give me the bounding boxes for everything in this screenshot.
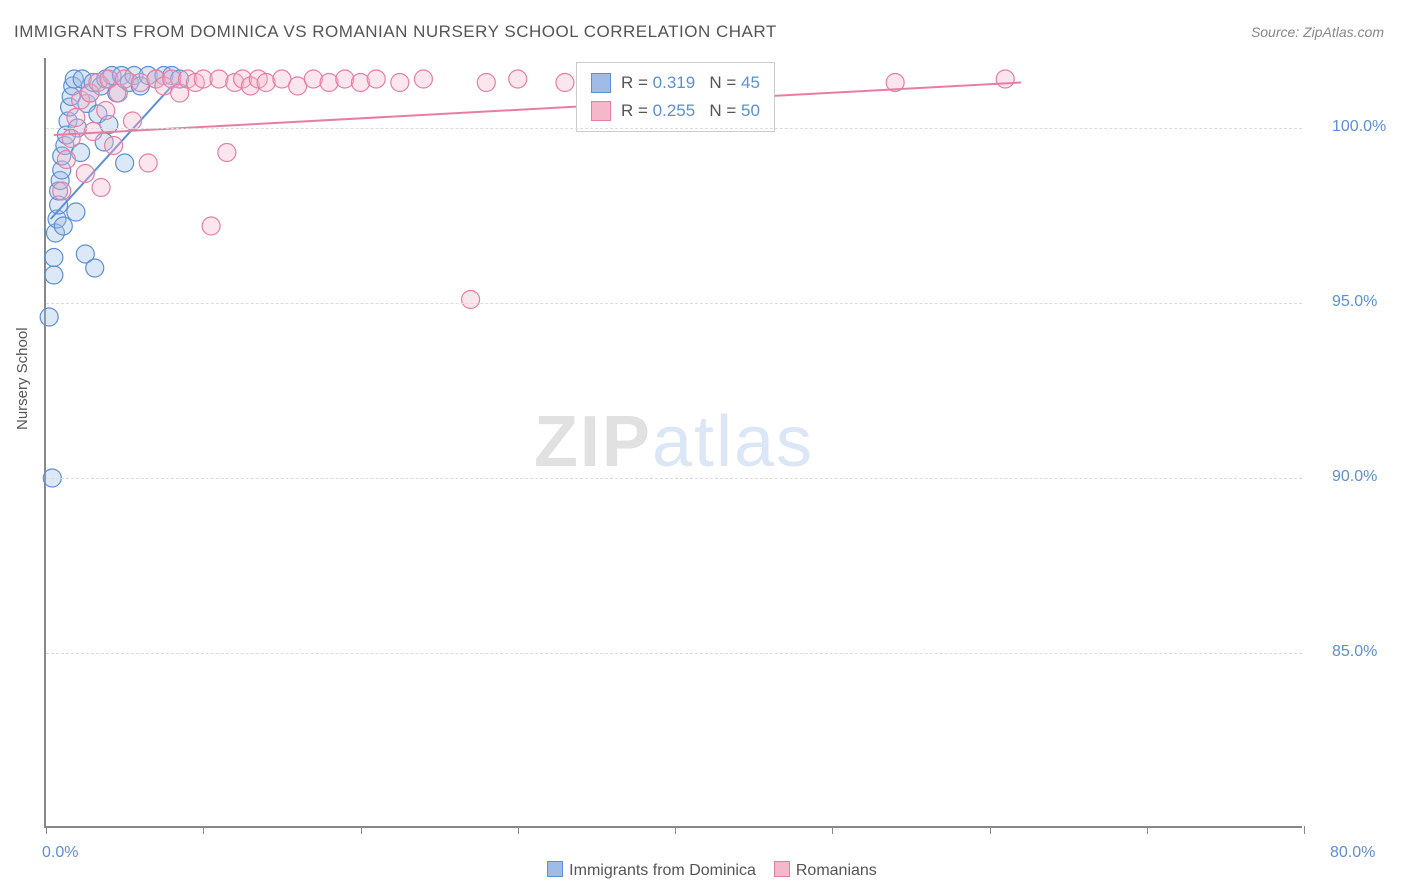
r-label: R =: [621, 69, 653, 97]
x-axis-label-max: 80.0%: [1330, 844, 1375, 862]
x-tick: [832, 826, 833, 834]
n-value: 45: [741, 69, 760, 97]
grid-line: [46, 303, 1302, 304]
n-label: N =: [695, 69, 741, 97]
scatter-point: [116, 70, 134, 88]
scatter-point: [304, 70, 322, 88]
legend-swatch: [591, 73, 611, 93]
scatter-point: [54, 217, 72, 235]
scatter-point: [105, 137, 123, 155]
y-tick-label: 90.0%: [1332, 468, 1377, 486]
stats-legend: R = 0.319 N = 45R = 0.255 N = 50: [576, 62, 775, 132]
scatter-point: [210, 70, 228, 88]
scatter-point: [509, 70, 527, 88]
scatter-point: [76, 165, 94, 183]
scatter-point: [352, 74, 370, 92]
scatter-point: [67, 203, 85, 221]
scatter-point: [53, 182, 71, 200]
series-legend: Immigrants from Dominica Romanians: [0, 861, 1406, 880]
source-attribution: Source: ZipAtlas.com: [1251, 24, 1384, 40]
scatter-point: [57, 151, 75, 169]
grid-line: [46, 128, 1302, 129]
scatter-point: [131, 74, 149, 92]
y-axis-title: Nursery School: [14, 327, 31, 430]
scatter-point: [45, 249, 63, 267]
grid-line: [46, 653, 1302, 654]
r-value: 0.255: [653, 97, 696, 125]
scatter-point: [40, 308, 58, 326]
scatter-point: [556, 74, 574, 92]
chart-title: IMMIGRANTS FROM DOMINICA VS ROMANIAN NUR…: [14, 22, 777, 42]
x-tick: [203, 826, 204, 834]
scatter-point: [462, 291, 480, 309]
scatter-point: [477, 74, 495, 92]
scatter-point: [414, 70, 432, 88]
scatter-point: [92, 179, 110, 197]
y-tick-label: 85.0%: [1332, 643, 1377, 661]
x-tick: [361, 826, 362, 834]
n-value: 50: [741, 97, 760, 125]
scatter-point: [86, 259, 104, 277]
x-tick: [990, 826, 991, 834]
legend-label: Romanians: [796, 862, 877, 879]
legend-swatch: [547, 861, 563, 877]
x-axis-label-min: 0.0%: [42, 844, 78, 862]
scatter-point: [116, 154, 134, 172]
scatter-point: [336, 70, 354, 88]
x-tick: [675, 826, 676, 834]
scatter-point: [202, 217, 220, 235]
scatter-point: [139, 154, 157, 172]
r-label: R =: [621, 97, 653, 125]
n-label: N =: [695, 97, 741, 125]
grid-line: [46, 478, 1302, 479]
scatter-point: [62, 130, 80, 148]
scatter-point: [67, 109, 85, 127]
x-tick: [518, 826, 519, 834]
x-tick: [1147, 826, 1148, 834]
scatter-point: [257, 74, 275, 92]
y-tick-label: 100.0%: [1332, 118, 1386, 136]
r-value: 0.319: [653, 69, 696, 97]
scatter-point: [367, 70, 385, 88]
plot-area: ZIPatlas R = 0.319 N = 45R = 0.255 N = 5…: [44, 58, 1302, 828]
x-tick: [1304, 826, 1305, 834]
scatter-point: [97, 102, 115, 120]
legend-swatch: [774, 861, 790, 877]
stats-legend-row: R = 0.319 N = 45: [591, 69, 760, 97]
scatter-point: [320, 74, 338, 92]
scatter-point: [391, 74, 409, 92]
x-tick: [46, 826, 47, 834]
legend-swatch: [591, 101, 611, 121]
chart-svg: [46, 58, 1302, 826]
scatter-point: [45, 266, 63, 284]
scatter-point: [218, 144, 236, 162]
y-tick-label: 95.0%: [1332, 293, 1377, 311]
scatter-point: [84, 123, 102, 141]
scatter-point: [996, 70, 1014, 88]
legend-label: Immigrants from Dominica: [569, 862, 756, 879]
stats-legend-row: R = 0.255 N = 50: [591, 97, 760, 125]
